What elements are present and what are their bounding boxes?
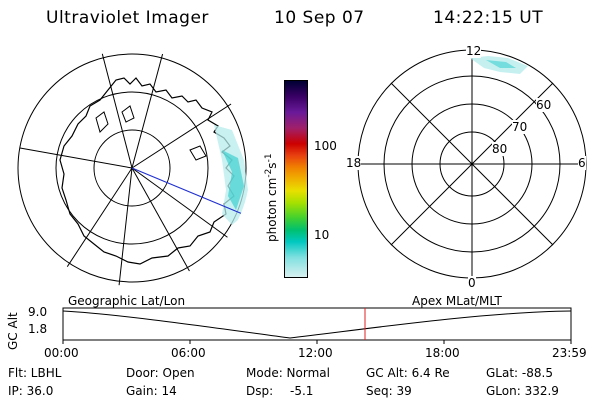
xtick-1200: 12:00 xyxy=(298,346,333,360)
map-lat-circle xyxy=(14,50,250,286)
colorbar-unit-label: photon cm-2s-1 xyxy=(264,153,279,242)
instrument-title: Ultraviolet Imager xyxy=(46,8,209,28)
map-lat-circle xyxy=(17,53,247,283)
colorbar-tick-10: 10 xyxy=(314,228,330,242)
door-readout: Door: Open xyxy=(126,366,195,380)
gain-readout: Gain: 14 xyxy=(126,384,177,398)
mlat-label-80: 80 xyxy=(492,142,508,156)
seq-readout: Seq: 39 xyxy=(366,384,412,398)
altitude-curve xyxy=(62,310,572,339)
dsp-label: Dsp: xyxy=(246,384,274,398)
geographic-caption: Geographic Lat/Lon xyxy=(68,294,186,308)
mlt-label-18: 18 xyxy=(346,156,362,170)
mlat-label-60: 60 xyxy=(536,98,552,112)
filter-readout: Flt: LBHL xyxy=(8,366,62,380)
gc-alt-readout: GC Alt: 6.4 Re xyxy=(366,366,450,380)
ip-readout: IP: 36.0 xyxy=(8,384,54,398)
apex-caption: Apex MLat/MLT xyxy=(412,294,502,308)
xtick-2359: 23:59 xyxy=(552,346,587,360)
mlat-label-70: 70 xyxy=(512,120,528,134)
geographic-map xyxy=(14,50,250,286)
mode-readout: Mode: Normal xyxy=(246,366,330,380)
mlt-label-12: 12 xyxy=(466,44,482,58)
observation-time: 14:22:15 UT xyxy=(433,8,544,28)
ytick-top: 9.0 xyxy=(28,305,48,319)
sun-direction-line xyxy=(131,167,246,216)
colorbar-tick-100: 100 xyxy=(314,139,337,153)
polar-mlat-mlt-plot xyxy=(357,49,587,279)
map-lat-circle xyxy=(93,129,171,207)
map-lat-circle xyxy=(55,91,209,245)
map-lat-circle xyxy=(14,50,250,286)
observation-date: 10 Sep 07 xyxy=(274,8,365,28)
xtick-0000: 00:00 xyxy=(44,346,79,360)
dsp-value: -5.1 xyxy=(290,384,314,398)
altitude-timeline xyxy=(62,307,572,344)
glon-readout: GLon: 332.9 xyxy=(486,384,559,398)
mlt-label-0: 0 xyxy=(468,276,476,290)
glat-readout: GLat: -88.5 xyxy=(486,366,553,380)
mlt-label-6: 6 xyxy=(578,156,586,170)
gc-alt-axis-label: GC Alt xyxy=(6,312,20,350)
xtick-0600: 06:00 xyxy=(171,346,206,360)
intensity-colorbar xyxy=(284,80,308,278)
xtick-1800: 18:00 xyxy=(425,346,460,360)
map-aurora-patch xyxy=(214,125,248,225)
ytick-bottom: 1.8 xyxy=(28,322,48,336)
